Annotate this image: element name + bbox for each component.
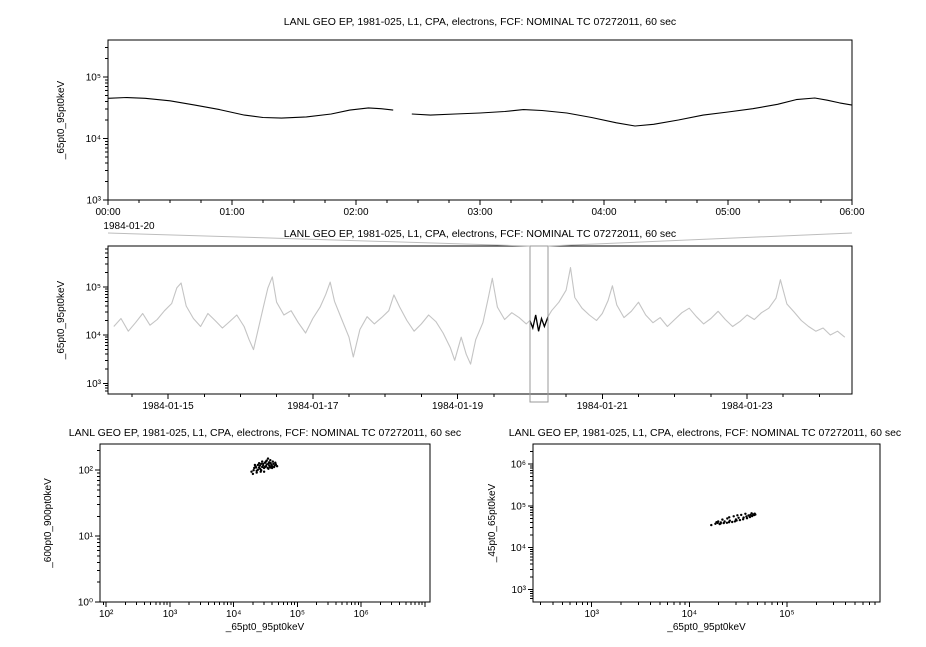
panel2-title: LANL GEO EP, 1981-025, L1, CPA, electron… — [283, 228, 677, 240]
panel1-x-axis[interactable]: 00:00 01:00 02:00 03:00 04:00 05:00 06:00 — [95, 200, 865, 218]
svg-text:10⁵: 10⁵ — [290, 609, 305, 620]
svg-text:03:00: 03:00 — [467, 207, 492, 218]
svg-text:10⁵: 10⁵ — [86, 282, 101, 293]
svg-text:10⁶: 10⁶ — [511, 459, 526, 470]
svg-text:10⁵: 10⁵ — [779, 609, 794, 620]
panel4-x-axis[interactable]: 10³ 10⁴ 10⁵ — [540, 602, 876, 620]
svg-text:10⁴: 10⁴ — [226, 609, 241, 620]
svg-text:10³: 10³ — [585, 609, 600, 620]
panel1-series-line — [107, 96, 853, 127]
panel1-title: LANL GEO EP, 1981-025, L1, CPA, electron… — [283, 16, 677, 28]
svg-text:1984-01-19: 1984-01-19 — [432, 401, 484, 412]
panel2-y-axis-label: _65pt0_95pt0keV — [56, 280, 67, 360]
panel3-plot-area[interactable]: 10⁰ 10¹ 10² 10² 10³ 10⁴ 10⁵ 10⁶ — [78, 443, 431, 620]
panel3-x-axis-label: _65pt0_95pt0keV — [225, 622, 305, 633]
svg-text:10³: 10³ — [87, 196, 102, 207]
svg-text:10⁴: 10⁴ — [86, 134, 101, 145]
panel2-x-axis[interactable]: 1984-01-15 1984-01-17 1984-01-19 1984-01-21… — [131, 394, 820, 412]
svg-text:10⁴: 10⁴ — [511, 543, 526, 554]
svg-text:10²: 10² — [79, 466, 94, 477]
panel1-y-axis[interactable]: 10³ 10⁴ 10⁵ — [86, 47, 108, 207]
panel4-y-axis-label: _45pt0_65pt0keV — [487, 483, 498, 563]
svg-text:10⁴: 10⁴ — [682, 609, 697, 620]
svg-text:10⁴: 10⁴ — [86, 331, 101, 342]
svg-text:1984-01-15: 1984-01-15 — [142, 401, 194, 412]
svg-text:02:00: 02:00 — [343, 207, 368, 218]
svg-text:00:00: 00:00 — [95, 207, 120, 218]
svg-text:1984-01-17: 1984-01-17 — [287, 401, 339, 412]
panel4-y-axis[interactable]: 10³ 10⁴ 10⁵ 10⁶ — [511, 450, 533, 600]
svg-text:10⁵: 10⁵ — [511, 501, 526, 512]
panel4-x-axis-label: _65pt0_95pt0keV — [667, 622, 746, 633]
panel3-scatter-points — [250, 457, 279, 476]
svg-text:05:00: 05:00 — [715, 207, 740, 218]
panel1-x-axis-date-label: 1984-01-20 — [103, 221, 155, 232]
svg-text:10⁶: 10⁶ — [354, 609, 369, 620]
panel4-title: LANL GEO EP, 1981-025, L1, CPA, electron… — [508, 427, 902, 439]
svg-text:06:00: 06:00 — [839, 207, 864, 218]
svg-text:10²: 10² — [99, 609, 114, 620]
panel4-plot-area[interactable]: 10³ 10⁴ 10⁵ 10⁶ 10³ 10⁴ 10⁵ — [511, 443, 881, 620]
svg-text:10⁵: 10⁵ — [86, 73, 101, 84]
context-selection-box[interactable] — [529, 245, 549, 403]
panel2-series-line — [113, 267, 846, 365]
panel3-x-axis[interactable]: 10² 10³ 10⁴ 10⁵ 10⁶ — [99, 602, 426, 620]
panel3-title: LANL GEO EP, 1981-025, L1, CPA, electron… — [68, 427, 462, 439]
panel2-y-axis[interactable]: 10³ 10⁴ 10⁵ — [86, 248, 108, 392]
svg-text:04:00: 04:00 — [591, 207, 616, 218]
panel3-y-axis[interactable]: 10⁰ 10¹ 10² — [78, 449, 100, 609]
panel4-scatter-points — [710, 512, 757, 527]
svg-text:10³: 10³ — [163, 609, 178, 620]
zoom-connector-lines — [107, 232, 853, 247]
svg-text:01:00: 01:00 — [219, 207, 244, 218]
panel1-y-axis-label: _65pt0_95pt0keV — [56, 80, 67, 160]
svg-text:10³: 10³ — [512, 585, 527, 596]
panel2-highlight-segment — [529, 314, 549, 332]
svg-text:10⁰: 10⁰ — [78, 598, 93, 609]
panel3-y-axis-label: _600pt0_900pt0keV — [43, 478, 54, 568]
svg-text:10¹: 10¹ — [79, 532, 94, 543]
svg-text:1984-01-21: 1984-01-21 — [577, 401, 629, 412]
svg-text:1984-01-23: 1984-01-23 — [721, 401, 773, 412]
svg-text:10³: 10³ — [87, 379, 102, 390]
